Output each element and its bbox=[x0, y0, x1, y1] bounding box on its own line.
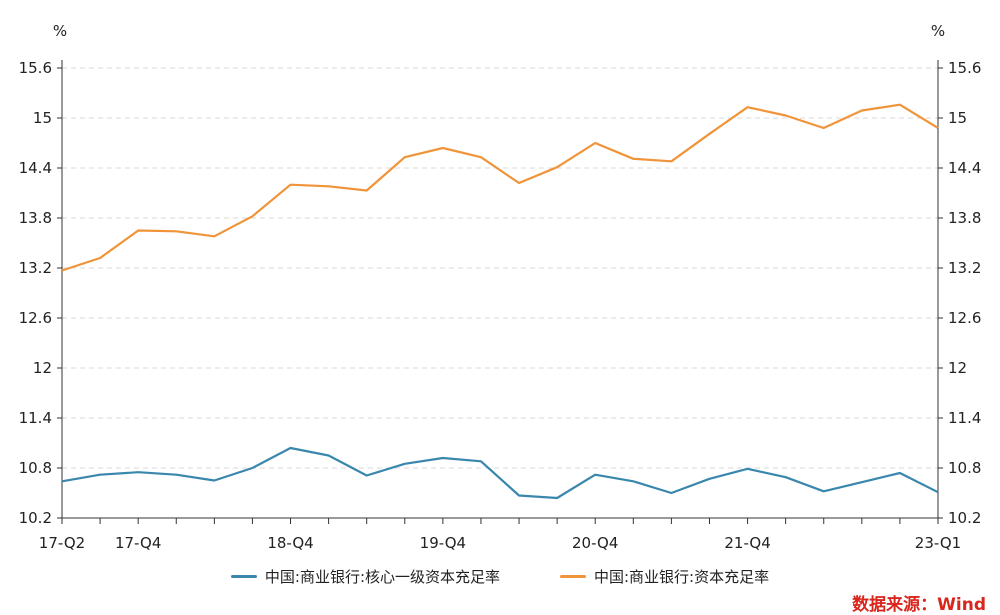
y-tick-label-left: 11.4 bbox=[19, 409, 52, 427]
series-lines bbox=[61, 103, 939, 500]
y-tick-label-left: 13.2 bbox=[19, 259, 52, 277]
y-tick-label-right: 13.8 bbox=[948, 209, 981, 227]
y-tick-label-right: 14.4 bbox=[948, 159, 981, 177]
series-line-1 bbox=[61, 103, 939, 272]
y-tick-label-left: 10.2 bbox=[19, 509, 52, 527]
y-tick-label-left: 12.6 bbox=[19, 309, 52, 327]
y-tick-label-left: 12 bbox=[33, 359, 52, 377]
legend-item-core-tier1[interactable]: 中国:商业银行:核心一级资本充足率 bbox=[230, 566, 500, 587]
y-tick-label-right: 15.6 bbox=[948, 59, 981, 77]
y-tick-label-right: 10.2 bbox=[948, 509, 981, 527]
y-axis-left-unit: % bbox=[53, 22, 67, 40]
x-tick-label: 17-Q2 bbox=[39, 534, 85, 552]
y-tick-label-right: 13.2 bbox=[948, 259, 981, 277]
y-tick-label-right: 12 bbox=[948, 359, 967, 377]
y-tick-label-right: 11.4 bbox=[948, 409, 981, 427]
gridlines bbox=[62, 67, 938, 469]
x-tick-label: 17-Q4 bbox=[115, 534, 161, 552]
x-tick-label: 21-Q4 bbox=[724, 534, 770, 552]
y-axis-right-unit: % bbox=[931, 22, 945, 40]
y-tick-label-left: 15 bbox=[33, 109, 52, 127]
y-tick-label-left: 10.8 bbox=[19, 459, 52, 477]
series-line-0 bbox=[61, 446, 939, 500]
y-tick-label-left: 13.8 bbox=[19, 209, 52, 227]
legend: 中国:商业银行:核心一级资本充足率 中国:商业银行:资本充足率 bbox=[0, 566, 1000, 587]
legend-item-capital-adequacy[interactable]: 中国:商业银行:资本充足率 bbox=[560, 566, 769, 587]
legend-label: 中国:商业银行:资本充足率 bbox=[594, 568, 770, 586]
x-tick-label: 23-Q1 bbox=[915, 534, 961, 552]
legend-swatch bbox=[230, 575, 257, 578]
y-tick-label-right: 10.8 bbox=[948, 459, 981, 477]
y-tick-label-right: 12.6 bbox=[948, 309, 981, 327]
x-tick-label: 20-Q4 bbox=[572, 534, 618, 552]
legend-swatch bbox=[560, 575, 586, 578]
x-tick-label: 19-Q4 bbox=[420, 534, 466, 552]
y-tick-label-left: 14.4 bbox=[19, 159, 52, 177]
y-tick-label-left: 15.6 bbox=[19, 59, 52, 77]
legend-label: 中国:商业银行:核心一级资本充足率 bbox=[264, 568, 500, 586]
axes: 10.2 10.2 10.8 10.8 11.4 11.4 12 12 12.6 12.6 13.2… bbox=[19, 59, 982, 552]
y-tick-label-right: 15 bbox=[948, 109, 967, 127]
x-tick-label: 18-Q4 bbox=[267, 534, 313, 552]
data-source-note: 数据来源：Wind bbox=[852, 595, 986, 615]
